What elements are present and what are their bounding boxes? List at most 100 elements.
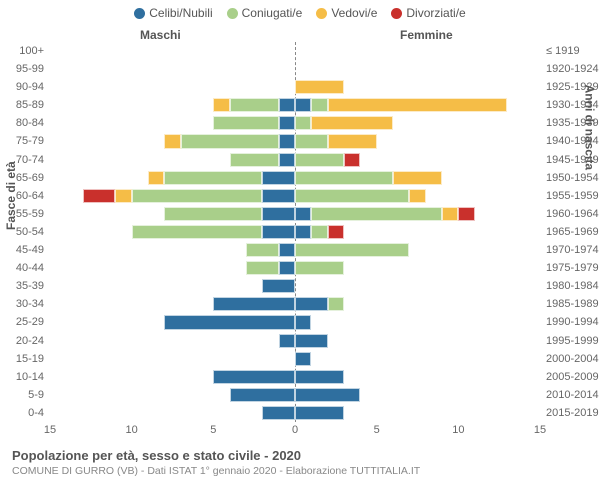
segment <box>262 207 295 221</box>
age-row: 70-741945-1949 <box>50 151 540 169</box>
segment <box>279 98 295 112</box>
segment <box>262 189 295 203</box>
chart-title: Popolazione per età, sesso e stato civil… <box>12 448 588 463</box>
age-label: 95-99 <box>16 60 44 78</box>
segment <box>311 116 393 130</box>
age-row: 65-691950-1954 <box>50 169 540 187</box>
age-row: 10-142005-2009 <box>50 368 540 386</box>
age-label: 5-9 <box>28 386 44 404</box>
segment <box>213 370 295 384</box>
segment <box>279 134 295 148</box>
birth-label: 1940-1944 <box>546 132 599 150</box>
segment <box>328 98 508 112</box>
segment <box>148 171 164 185</box>
segment <box>295 207 311 221</box>
segment <box>295 297 328 311</box>
segment <box>295 171 393 185</box>
segment <box>262 279 295 293</box>
age-label: 25-29 <box>16 313 44 331</box>
age-row: 15-192000-2004 <box>50 350 540 368</box>
birth-label: 2010-2014 <box>546 386 599 404</box>
segment <box>393 171 442 185</box>
age-row: 90-941925-1929 <box>50 78 540 96</box>
birth-label: 1950-1954 <box>546 169 599 187</box>
birth-label: 2005-2009 <box>546 368 599 386</box>
legend-item: Divorziati/e <box>391 6 465 20</box>
segment <box>132 189 263 203</box>
age-label: 75-79 <box>16 132 44 150</box>
birth-label: 1980-1984 <box>546 277 599 295</box>
segment <box>279 261 295 275</box>
birth-label: 1990-1994 <box>546 313 599 331</box>
age-label: 90-94 <box>16 78 44 96</box>
segment <box>328 225 344 239</box>
chart-subtitle: COMUNE DI GURRO (VB) - Dati ISTAT 1° gen… <box>12 465 588 477</box>
segment <box>164 207 262 221</box>
segment <box>442 207 458 221</box>
birth-label: ≤ 1919 <box>546 42 580 60</box>
segment <box>262 225 295 239</box>
legend-swatch <box>134 8 145 19</box>
age-label: 50-54 <box>16 223 44 241</box>
age-label: 40-44 <box>16 259 44 277</box>
age-row: 0-42015-2019 <box>50 404 540 422</box>
age-row: 5-92010-2014 <box>50 386 540 404</box>
legend-label: Vedovi/e <box>331 6 377 20</box>
segment <box>279 116 295 130</box>
segment <box>311 98 327 112</box>
age-label: 55-59 <box>16 205 44 223</box>
age-label: 60-64 <box>16 187 44 205</box>
age-label: 10-14 <box>16 368 44 386</box>
segment <box>164 315 295 329</box>
segment <box>328 297 344 311</box>
segment <box>262 406 295 420</box>
legend-item: Coniugati/e <box>227 6 303 20</box>
segment <box>295 261 344 275</box>
segment <box>295 225 311 239</box>
age-label: 20-24 <box>16 332 44 350</box>
segment <box>295 388 360 402</box>
segment <box>295 134 328 148</box>
birth-label: 1935-1939 <box>546 114 599 132</box>
label-males: Maschi <box>140 28 181 42</box>
segment <box>295 334 328 348</box>
legend-swatch <box>391 8 402 19</box>
segment <box>213 116 278 130</box>
age-row: 75-791940-1944 <box>50 132 540 150</box>
segment <box>295 153 344 167</box>
segment <box>262 171 295 185</box>
birth-label: 1945-1949 <box>546 151 599 169</box>
age-label: 15-19 <box>16 350 44 368</box>
age-row: 100+≤ 1919 <box>50 42 540 60</box>
segment <box>295 116 311 130</box>
birth-label: 1985-1989 <box>546 295 599 313</box>
segment <box>132 225 263 239</box>
age-row: 55-591960-1964 <box>50 205 540 223</box>
segment <box>311 225 327 239</box>
segment <box>311 207 442 221</box>
footer: Popolazione per età, sesso e stato civil… <box>12 448 588 477</box>
legend-label: Coniugati/e <box>242 6 303 20</box>
age-label: 0-4 <box>28 404 44 422</box>
segment <box>295 189 409 203</box>
legend: Celibi/Nubili Coniugati/e Vedovi/e Divorzia… <box>0 0 600 20</box>
legend-swatch <box>227 8 238 19</box>
legend-label: Celibi/Nubili <box>149 6 212 20</box>
age-row: 30-341985-1989 <box>50 295 540 313</box>
segment <box>230 153 279 167</box>
birth-label: 1920-1924 <box>546 60 599 78</box>
x-tick: 0 <box>292 424 298 436</box>
age-label: 100+ <box>19 42 44 60</box>
chart-container: Celibi/Nubili Coniugati/e Vedovi/e Divorzia… <box>0 0 600 500</box>
x-tick: 5 <box>210 424 216 436</box>
age-row: 45-491970-1974 <box>50 241 540 259</box>
age-row: 25-291990-1994 <box>50 313 540 331</box>
birth-label: 1965-1969 <box>546 223 599 241</box>
segment <box>164 171 262 185</box>
segment <box>344 153 360 167</box>
age-label: 35-39 <box>16 277 44 295</box>
age-row: 85-891930-1934 <box>50 96 540 114</box>
legend-item: Vedovi/e <box>316 6 377 20</box>
age-row: 40-441975-1979 <box>50 259 540 277</box>
x-axis: 15105051015 <box>50 422 540 442</box>
